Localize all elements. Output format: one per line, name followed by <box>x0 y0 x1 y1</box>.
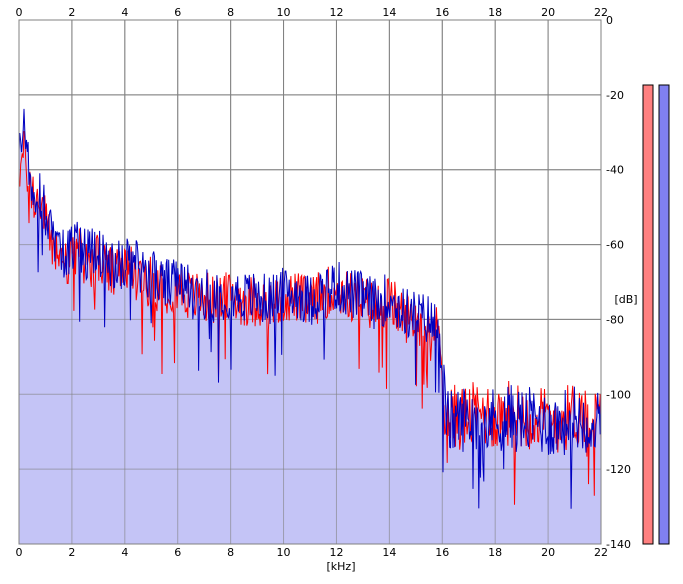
plot-frame <box>18 19 602 545</box>
y-axis-label: [dB] <box>614 293 637 306</box>
level-meter-bar <box>658 84 670 545</box>
x-tick-label-top: 8 <box>227 6 234 19</box>
x-tick-label-top: 6 <box>174 6 181 19</box>
x-tick-label-bottom: 0 <box>16 546 23 559</box>
x-tick-labels-top: 0 2 4 6 8 10 12 14 16 18 20 22 <box>16 6 609 19</box>
y-tick-label: -40 <box>606 164 624 177</box>
y-tick-label: -140 <box>606 538 631 551</box>
y-tick-label: -60 <box>606 239 624 252</box>
y-tick-label: -20 <box>606 89 624 102</box>
x-tick-label-bottom: 6 <box>174 546 181 559</box>
x-tick-labels-bottom: 0 2 4 6 8 10 12 14 16 18 20 22 <box>16 546 609 559</box>
x-tick-label-bottom: 2 <box>68 546 75 559</box>
x-axis-label: [kHz] <box>327 560 356 573</box>
x-tick-label-top: 4 <box>121 6 128 19</box>
x-tick-label-bottom: 12 <box>329 546 343 559</box>
y-tick-label: -120 <box>606 463 631 476</box>
x-tick-label-top: 16 <box>435 6 449 19</box>
x-tick-label-top: 22 <box>594 6 608 19</box>
y-tick-labels-right: 0 -20 -40 -60 -80 -100 -120 -140 <box>606 14 631 551</box>
x-tick-label-bottom: 14 <box>382 546 396 559</box>
x-tick-label-bottom: 10 <box>277 546 291 559</box>
x-tick-label-bottom: 20 <box>541 546 555 559</box>
x-tick-label-top: 0 <box>16 6 23 19</box>
level-meter-bar <box>642 84 654 545</box>
x-tick-label-bottom: 22 <box>594 546 608 559</box>
x-tick-label-bottom: 18 <box>488 546 502 559</box>
series-lines <box>18 108 602 509</box>
y-tick-label: -100 <box>606 388 631 401</box>
y-tick-label: -80 <box>606 313 624 326</box>
x-tick-label-top: 18 <box>488 6 502 19</box>
y-tick-label: 0 <box>606 14 613 27</box>
x-tick-label-top: 12 <box>329 6 343 19</box>
x-tick-label-top: 2 <box>68 6 75 19</box>
x-tick-label-top: 20 <box>541 6 555 19</box>
x-tick-label-top: 14 <box>382 6 396 19</box>
x-tick-label-bottom: 8 <box>227 546 234 559</box>
x-tick-label-top: 10 <box>277 6 291 19</box>
x-tick-label-bottom: 16 <box>435 546 449 559</box>
x-tick-label-bottom: 4 <box>121 546 128 559</box>
series-line <box>18 108 602 509</box>
level-meters <box>642 84 670 545</box>
